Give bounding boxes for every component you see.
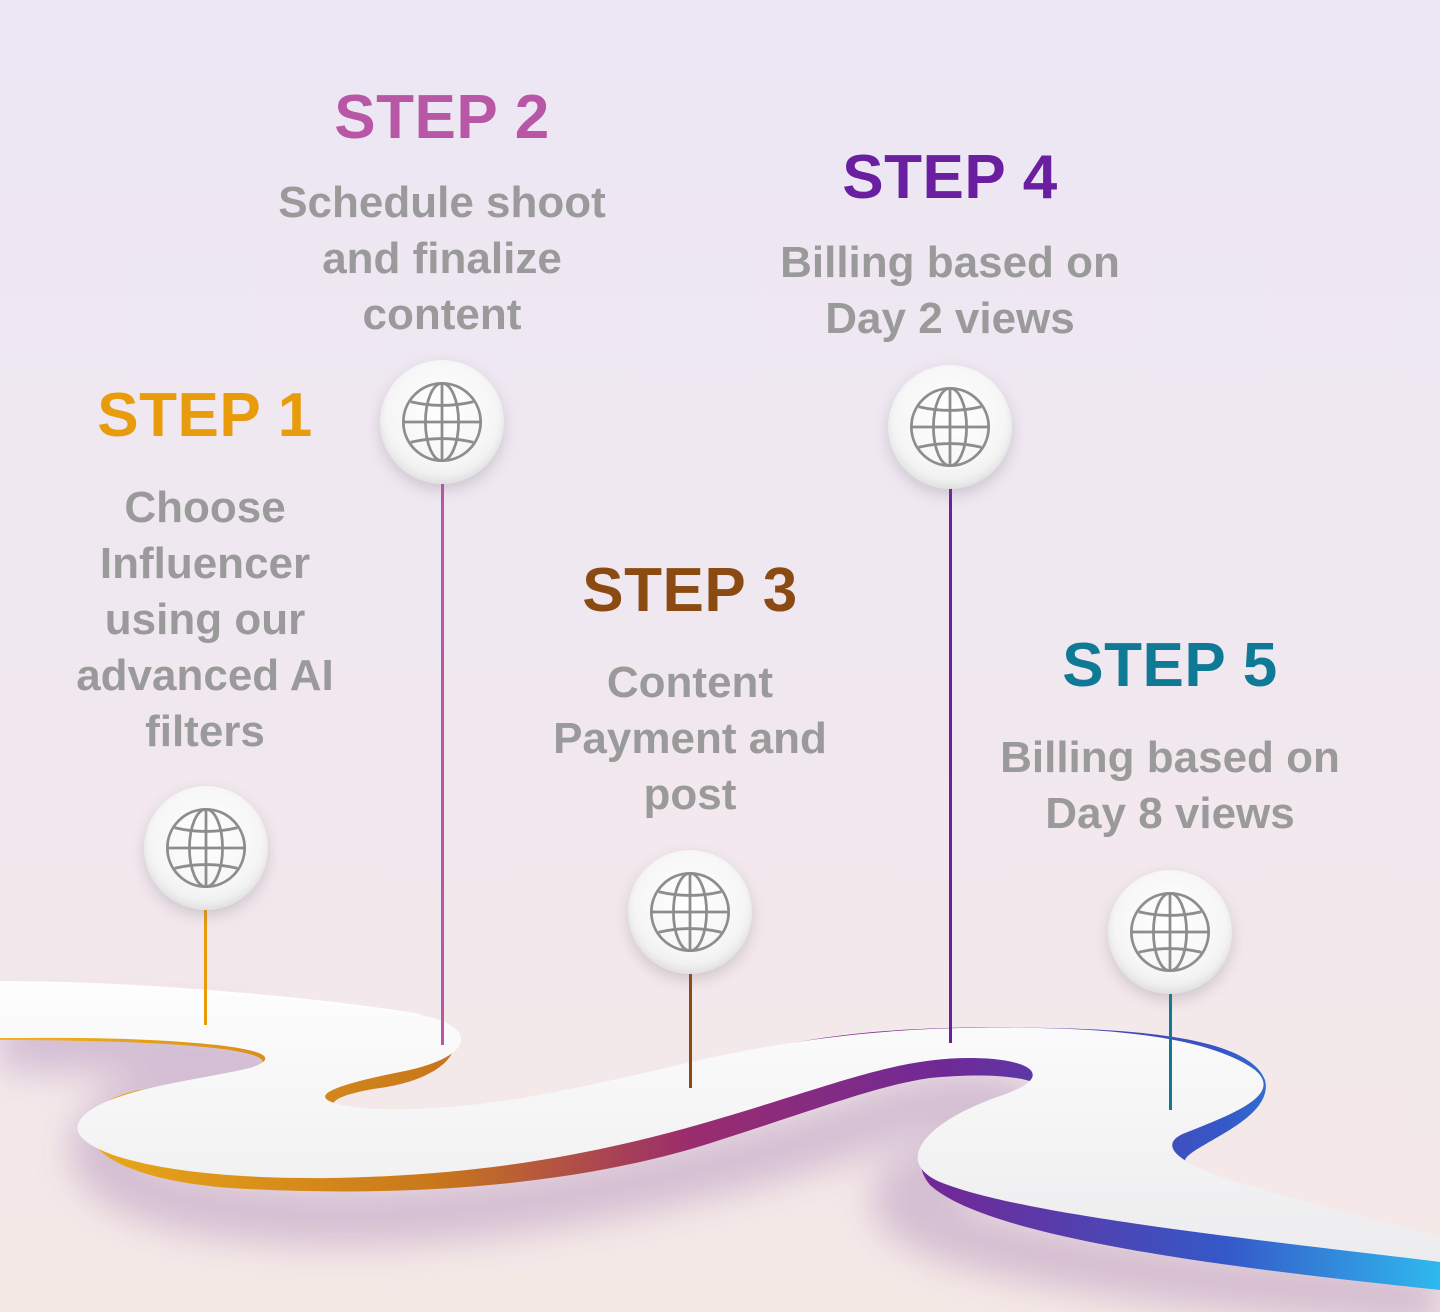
step-1-pin [144, 786, 268, 910]
step-3-pin-line [689, 970, 692, 1088]
globe-icon [909, 386, 991, 468]
step-4-pin [888, 365, 1012, 489]
globe-icon [401, 381, 483, 463]
step-5-description: Billing based on Day 8 views [1000, 733, 1340, 838]
step-2-heading: STEP 2 [334, 83, 550, 152]
step-1-pin-line [204, 905, 207, 1025]
step-2-pin-line [441, 480, 444, 1045]
step-2-pin [380, 360, 504, 484]
step-5-pin [1108, 870, 1232, 994]
step-3-description: Content Payment and post [553, 658, 827, 819]
step-4-heading: STEP 4 [842, 143, 1058, 212]
step-1-description: Choose Influencer using our advanced AI … [76, 483, 334, 756]
globe-icon [1129, 891, 1211, 973]
globe-icon [165, 807, 247, 889]
step-2-description: Schedule shoot and finalize content [278, 178, 606, 339]
globe-icon [649, 871, 731, 953]
step-4-description: Billing based on Day 2 views [780, 238, 1120, 343]
step-3-pin [628, 850, 752, 974]
step-3-heading: STEP 3 [582, 556, 798, 625]
step-4-pin-line [949, 485, 952, 1043]
step-5-heading: STEP 5 [1062, 631, 1278, 700]
step-5-pin-line [1169, 990, 1172, 1110]
step-1-heading: STEP 1 [97, 381, 313, 450]
